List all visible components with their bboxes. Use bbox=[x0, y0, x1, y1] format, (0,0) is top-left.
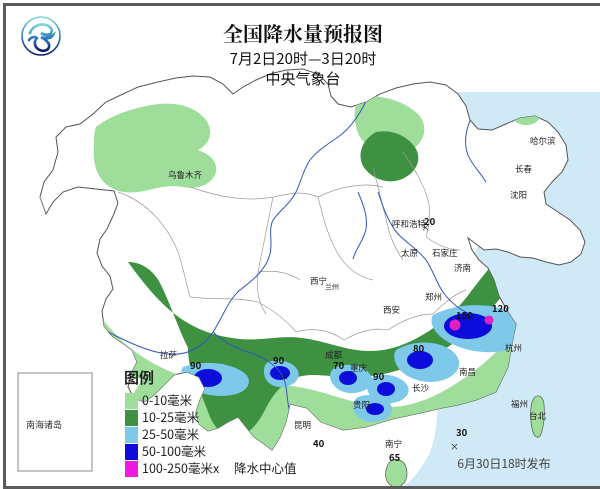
svg-text:乌鲁木齐: 乌鲁木齐 bbox=[168, 169, 203, 181]
svg-text:台北: 台北 bbox=[529, 410, 547, 422]
svg-text:杭州: 杭州 bbox=[505, 342, 522, 354]
svg-text:120: 120 bbox=[492, 301, 509, 315]
svg-text:7月2日20时—3日20时: 7月2日20时—3日20时 bbox=[230, 48, 377, 69]
svg-text:80: 80 bbox=[413, 341, 425, 355]
svg-text:40: 40 bbox=[313, 436, 325, 450]
svg-text:中央气象台: 中央气象台 bbox=[265, 68, 340, 89]
svg-text:重庆: 重庆 bbox=[350, 362, 368, 374]
svg-text:郑州: 郑州 bbox=[425, 291, 442, 303]
svg-text:哈尔滨: 哈尔滨 bbox=[530, 135, 556, 147]
svg-text:石家庄: 石家庄 bbox=[432, 247, 458, 259]
svg-text:南海诸岛: 南海诸岛 bbox=[26, 418, 62, 431]
svg-text:×: × bbox=[280, 370, 289, 383]
svg-text:南昌: 南昌 bbox=[459, 366, 476, 378]
svg-text:昆明: 昆明 bbox=[294, 419, 311, 431]
svg-text:90: 90 bbox=[273, 353, 285, 367]
svg-text:太原: 太原 bbox=[401, 247, 418, 259]
svg-text:降水中心值: 降水中心值 bbox=[234, 458, 297, 477]
svg-text:拉萨: 拉萨 bbox=[160, 349, 178, 361]
svg-text:沈阳: 沈阳 bbox=[510, 189, 527, 201]
svg-text:长沙: 长沙 bbox=[412, 382, 430, 394]
svg-text:6月30日18时发布: 6月30日18时发布 bbox=[457, 455, 550, 472]
svg-text:贵阳: 贵阳 bbox=[353, 399, 370, 411]
svg-text:70: 70 bbox=[333, 358, 345, 372]
svg-text:100-250毫米x: 100-250毫米x bbox=[142, 458, 220, 477]
svg-text:×: × bbox=[450, 440, 459, 453]
svg-text:长春: 长春 bbox=[515, 163, 533, 175]
svg-text:图例: 图例 bbox=[124, 367, 154, 388]
svg-text:南宁: 南宁 bbox=[385, 438, 402, 450]
svg-text:30: 30 bbox=[456, 425, 468, 439]
svg-text:兰州: 兰州 bbox=[325, 282, 339, 292]
svg-text:×: × bbox=[421, 221, 430, 234]
svg-text:90: 90 bbox=[373, 369, 385, 383]
svg-text:65: 65 bbox=[389, 450, 401, 464]
svg-text:济南: 济南 bbox=[454, 262, 471, 274]
svg-text:150: 150 bbox=[456, 308, 473, 322]
svg-text:全国降水量预报图: 全国降水量预报图 bbox=[223, 18, 383, 47]
svg-text:福州: 福州 bbox=[511, 398, 528, 410]
svg-text:90: 90 bbox=[190, 358, 202, 372]
svg-text:西安: 西安 bbox=[383, 304, 400, 316]
